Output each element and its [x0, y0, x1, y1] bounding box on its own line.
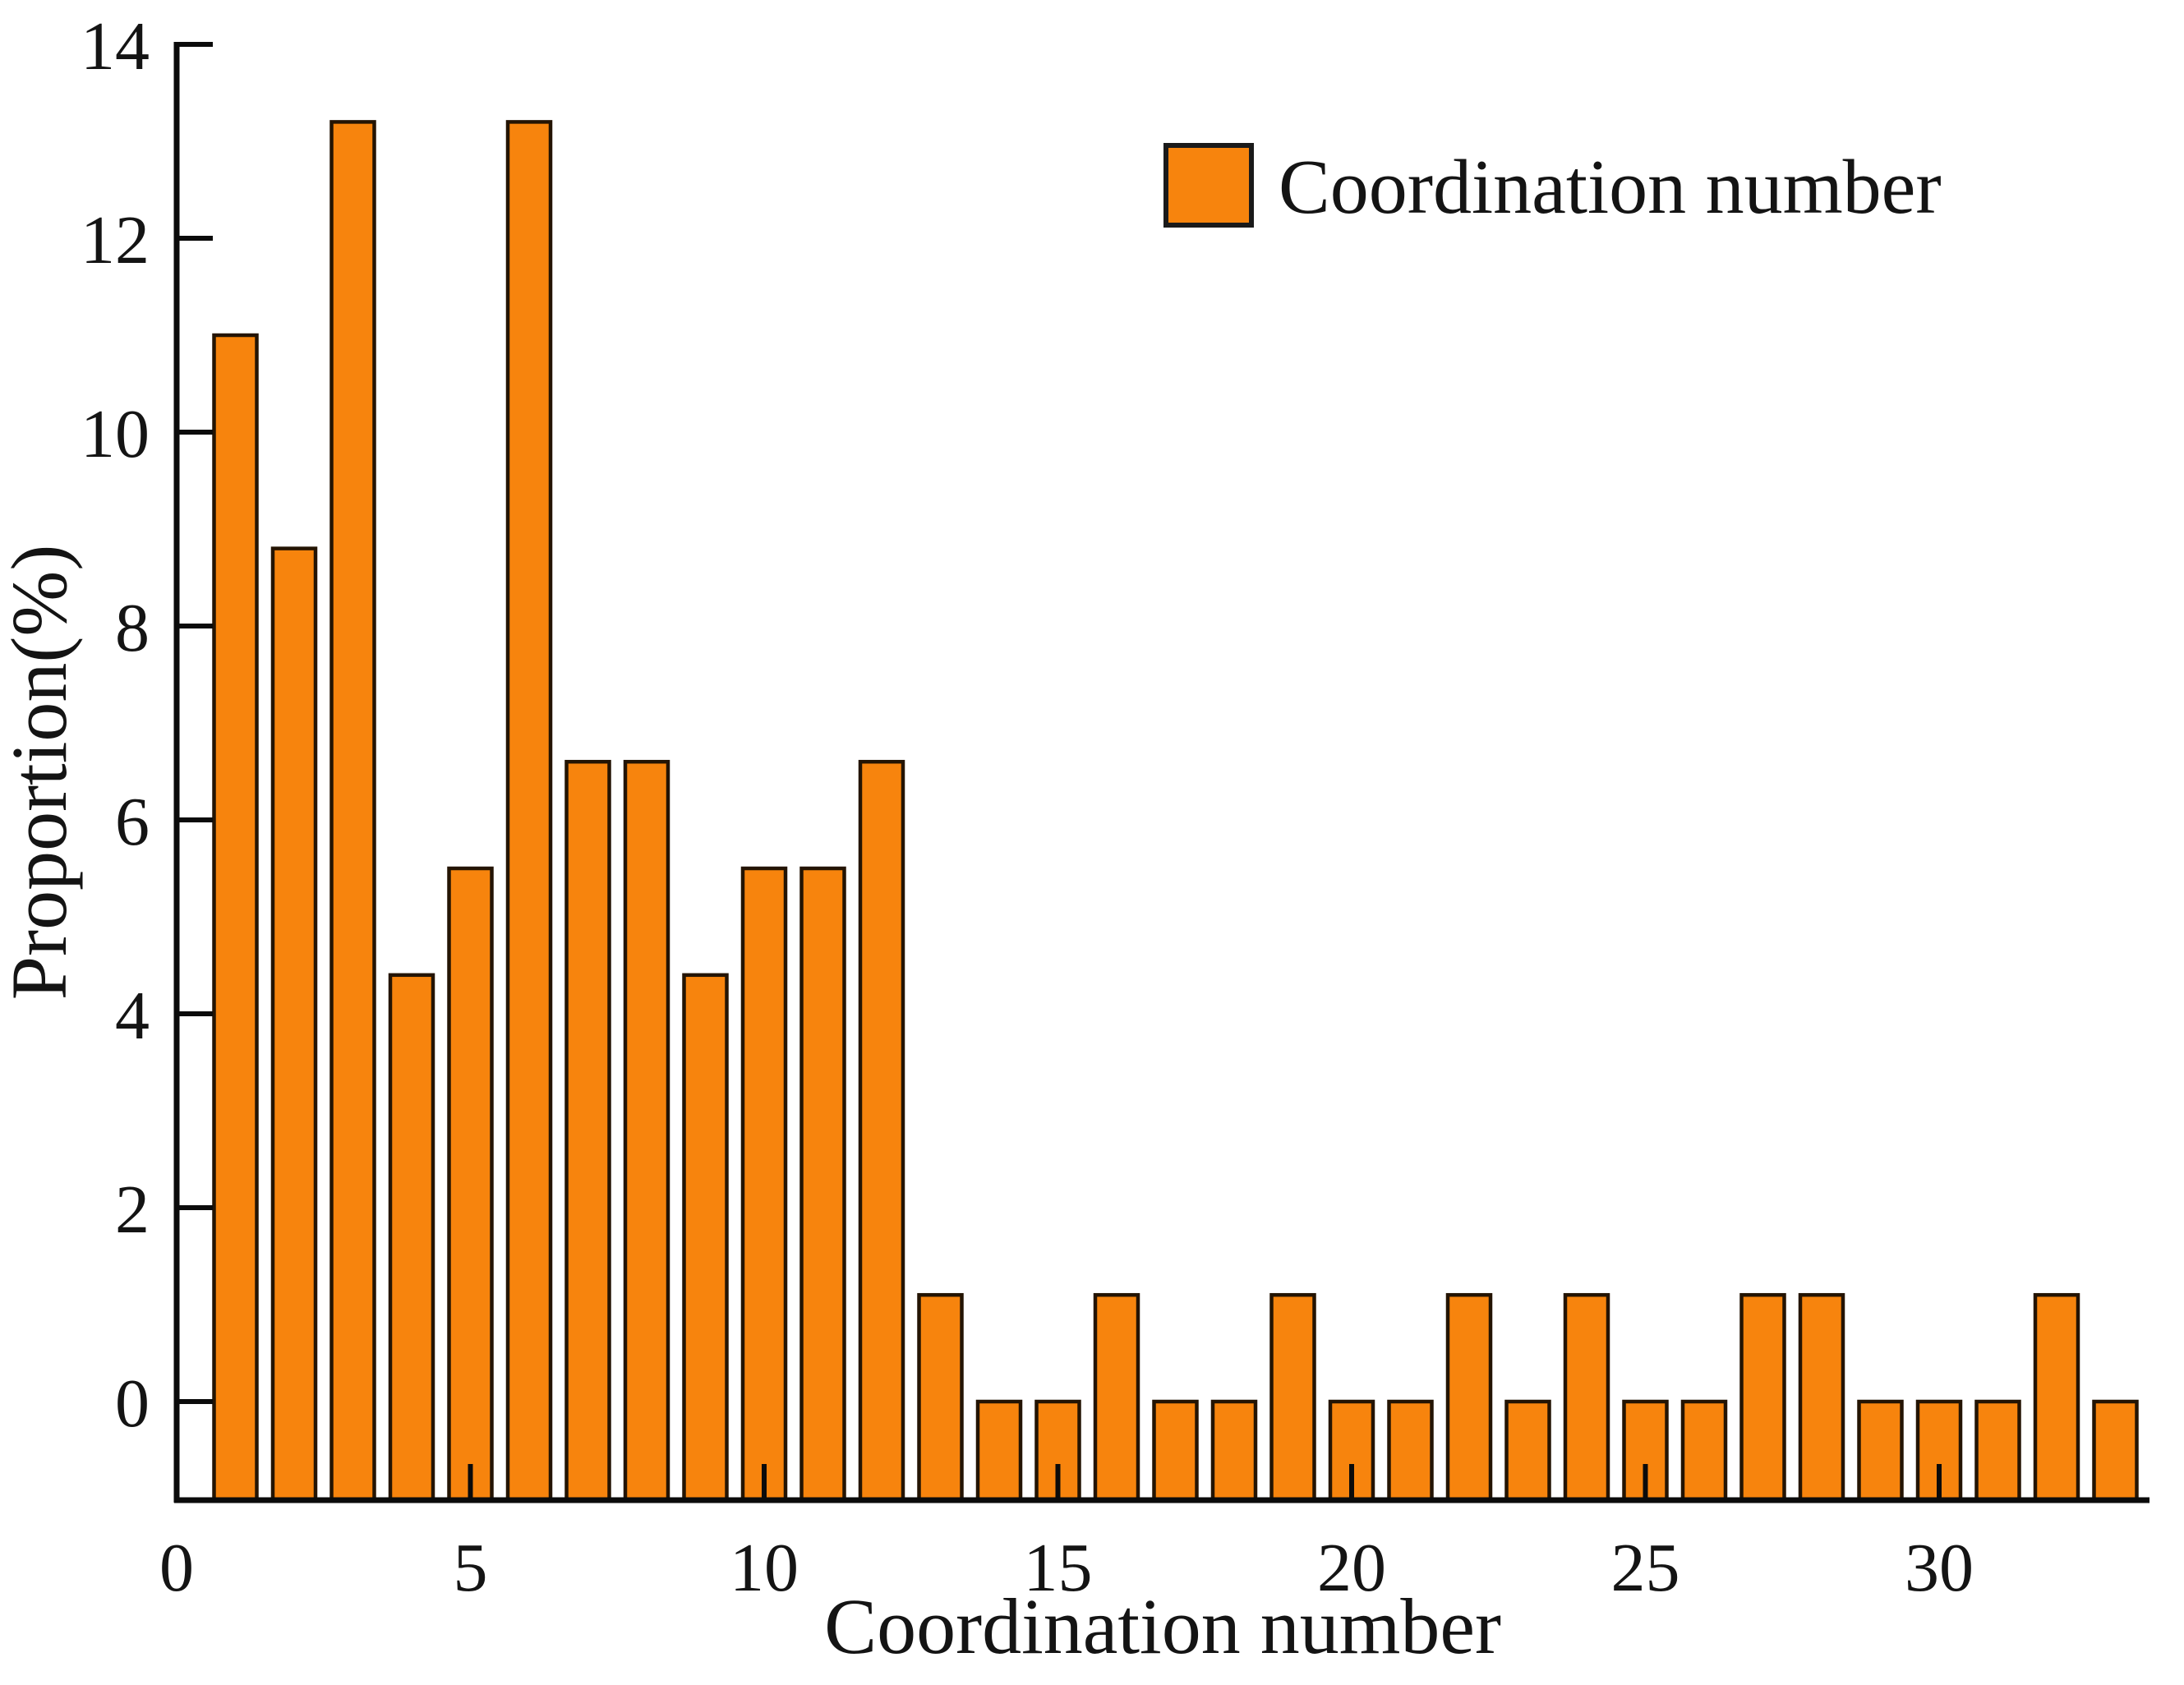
y-tick-label: 6 — [115, 784, 150, 860]
bar — [447, 866, 494, 1503]
bar — [1563, 1292, 1610, 1503]
y-tick-label: 10 — [81, 396, 150, 472]
y-tick-label: 0 — [115, 1365, 150, 1442]
x-tick-label: 15 — [1024, 1530, 1093, 1606]
bar — [975, 1399, 1023, 1503]
bar — [1504, 1399, 1551, 1503]
x-tick-label: 20 — [1317, 1530, 1386, 1606]
bar-series — [212, 120, 2139, 1503]
y-axis-ticks — [177, 42, 213, 1404]
legend-swatch — [1163, 143, 1254, 228]
bar — [682, 973, 729, 1503]
x-tick-label: 10 — [730, 1530, 799, 1606]
bar — [564, 759, 611, 1503]
bar — [505, 120, 553, 1503]
bar — [1269, 1292, 1316, 1503]
bar — [1857, 1399, 1904, 1503]
y-axis-tick-labels: 0 2 4 6 8 10 12 14 — [81, 8, 150, 1442]
bar — [329, 120, 376, 1503]
bar — [1739, 1292, 1786, 1503]
bar — [623, 759, 670, 1503]
x-axis-title: Coordination number — [824, 1582, 1501, 1670]
y-tick-label: 12 — [81, 202, 150, 279]
legend-label: Coordination number — [1279, 145, 1942, 230]
bar — [1210, 1399, 1258, 1503]
x-tick-label: 25 — [1611, 1530, 1680, 1606]
bar — [1680, 1399, 1728, 1503]
x-tick-label: 0 — [159, 1530, 194, 1606]
bar — [270, 546, 318, 1503]
bar — [2033, 1292, 2080, 1503]
x-tick-label: 5 — [454, 1530, 488, 1606]
bar — [858, 759, 905, 1503]
y-axis-title: Proportion(%) — [0, 545, 83, 1001]
y-tick-label: 4 — [115, 978, 150, 1054]
y-tick-label: 2 — [115, 1172, 150, 1248]
bar — [1974, 1399, 2021, 1503]
bar — [1798, 1292, 1845, 1503]
bar — [2092, 1399, 2139, 1503]
bar — [1445, 1292, 1493, 1503]
bar — [917, 1292, 964, 1503]
bar — [1152, 1399, 1199, 1503]
bar — [388, 973, 435, 1503]
bar — [1093, 1292, 1140, 1503]
bar — [740, 866, 788, 1503]
y-tick-label: 14 — [81, 8, 150, 85]
legend: Coordination number — [1163, 143, 1942, 230]
bar — [212, 333, 259, 1503]
bar — [1387, 1399, 1434, 1503]
x-axis-ticks — [174, 1464, 1942, 1500]
x-tick-label: 30 — [1905, 1530, 1974, 1606]
bar — [799, 866, 846, 1503]
x-axis-tick-labels: 0 5 10 15 20 25 30 — [159, 1530, 1974, 1606]
y-tick-label: 8 — [115, 590, 150, 666]
